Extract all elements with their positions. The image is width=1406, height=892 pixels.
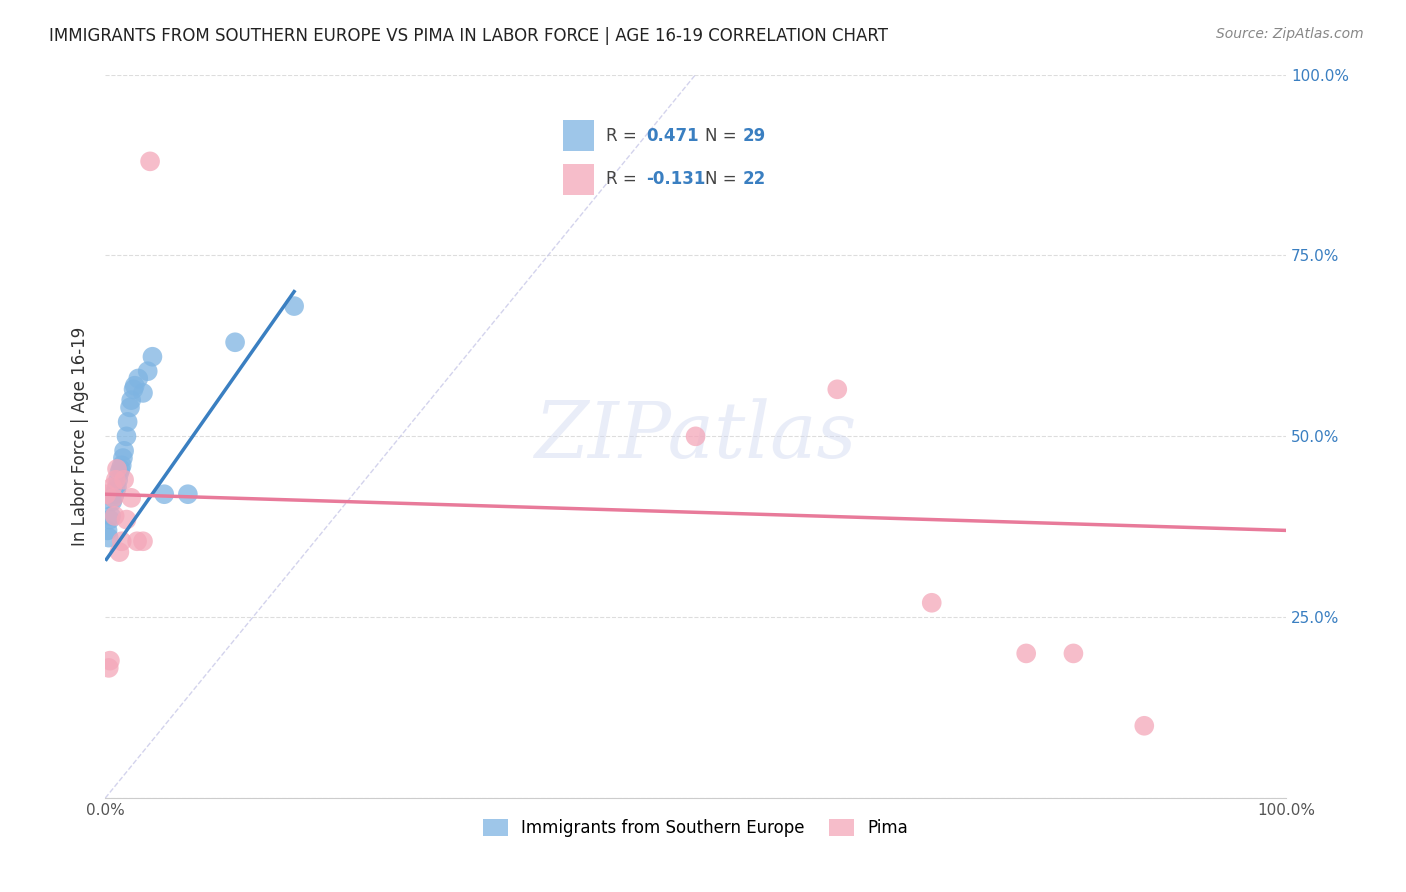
Point	[827, 382, 849, 396]
Point	[101, 494, 124, 508]
Point	[97, 531, 120, 545]
Point	[97, 524, 120, 538]
Point	[153, 487, 176, 501]
Point	[104, 508, 127, 523]
Point	[110, 462, 132, 476]
Point	[224, 335, 246, 350]
Y-axis label: In Labor Force | Age 16-19: In Labor Force | Age 16-19	[72, 326, 89, 546]
Point	[104, 487, 127, 501]
Point	[104, 473, 127, 487]
Point	[921, 596, 943, 610]
Point	[136, 364, 159, 378]
Text: IMMIGRANTS FROM SOUTHERN EUROPE VS PIMA IN LABOR FORCE | AGE 16-19 CORRELATION C: IMMIGRANTS FROM SOUTHERN EUROPE VS PIMA …	[49, 27, 889, 45]
Point	[120, 393, 142, 408]
Point	[685, 429, 707, 443]
Point	[1015, 647, 1038, 661]
Point	[1062, 647, 1084, 661]
Point	[112, 443, 135, 458]
Point	[105, 462, 128, 476]
Point	[103, 491, 125, 505]
Text: Source: ZipAtlas.com: Source: ZipAtlas.com	[1216, 27, 1364, 41]
Point	[139, 154, 162, 169]
Point	[105, 480, 128, 494]
Point	[101, 480, 124, 494]
Point	[122, 382, 145, 396]
Point	[104, 483, 127, 498]
Point	[115, 512, 138, 526]
Legend: Immigrants from Southern Europe, Pima: Immigrants from Southern Europe, Pima	[477, 813, 915, 844]
Text: ZIPatlas: ZIPatlas	[534, 398, 856, 475]
Point	[127, 534, 149, 549]
Point	[103, 491, 125, 505]
Point	[127, 371, 149, 385]
Point	[132, 385, 155, 400]
Point	[132, 534, 155, 549]
Point	[118, 401, 141, 415]
Point	[177, 487, 200, 501]
Point	[141, 350, 163, 364]
Point	[124, 378, 146, 392]
Point	[98, 512, 121, 526]
Point	[108, 466, 131, 480]
Point	[1133, 719, 1156, 733]
Point	[120, 491, 142, 505]
Point	[111, 534, 134, 549]
Point	[115, 429, 138, 443]
Point	[108, 545, 131, 559]
Point	[98, 654, 121, 668]
Point	[117, 415, 139, 429]
Point	[96, 487, 118, 501]
Point	[97, 661, 120, 675]
Point	[100, 508, 122, 523]
Point	[283, 299, 305, 313]
Point	[111, 458, 134, 473]
Point	[107, 473, 129, 487]
Point	[111, 450, 134, 465]
Point	[112, 473, 135, 487]
